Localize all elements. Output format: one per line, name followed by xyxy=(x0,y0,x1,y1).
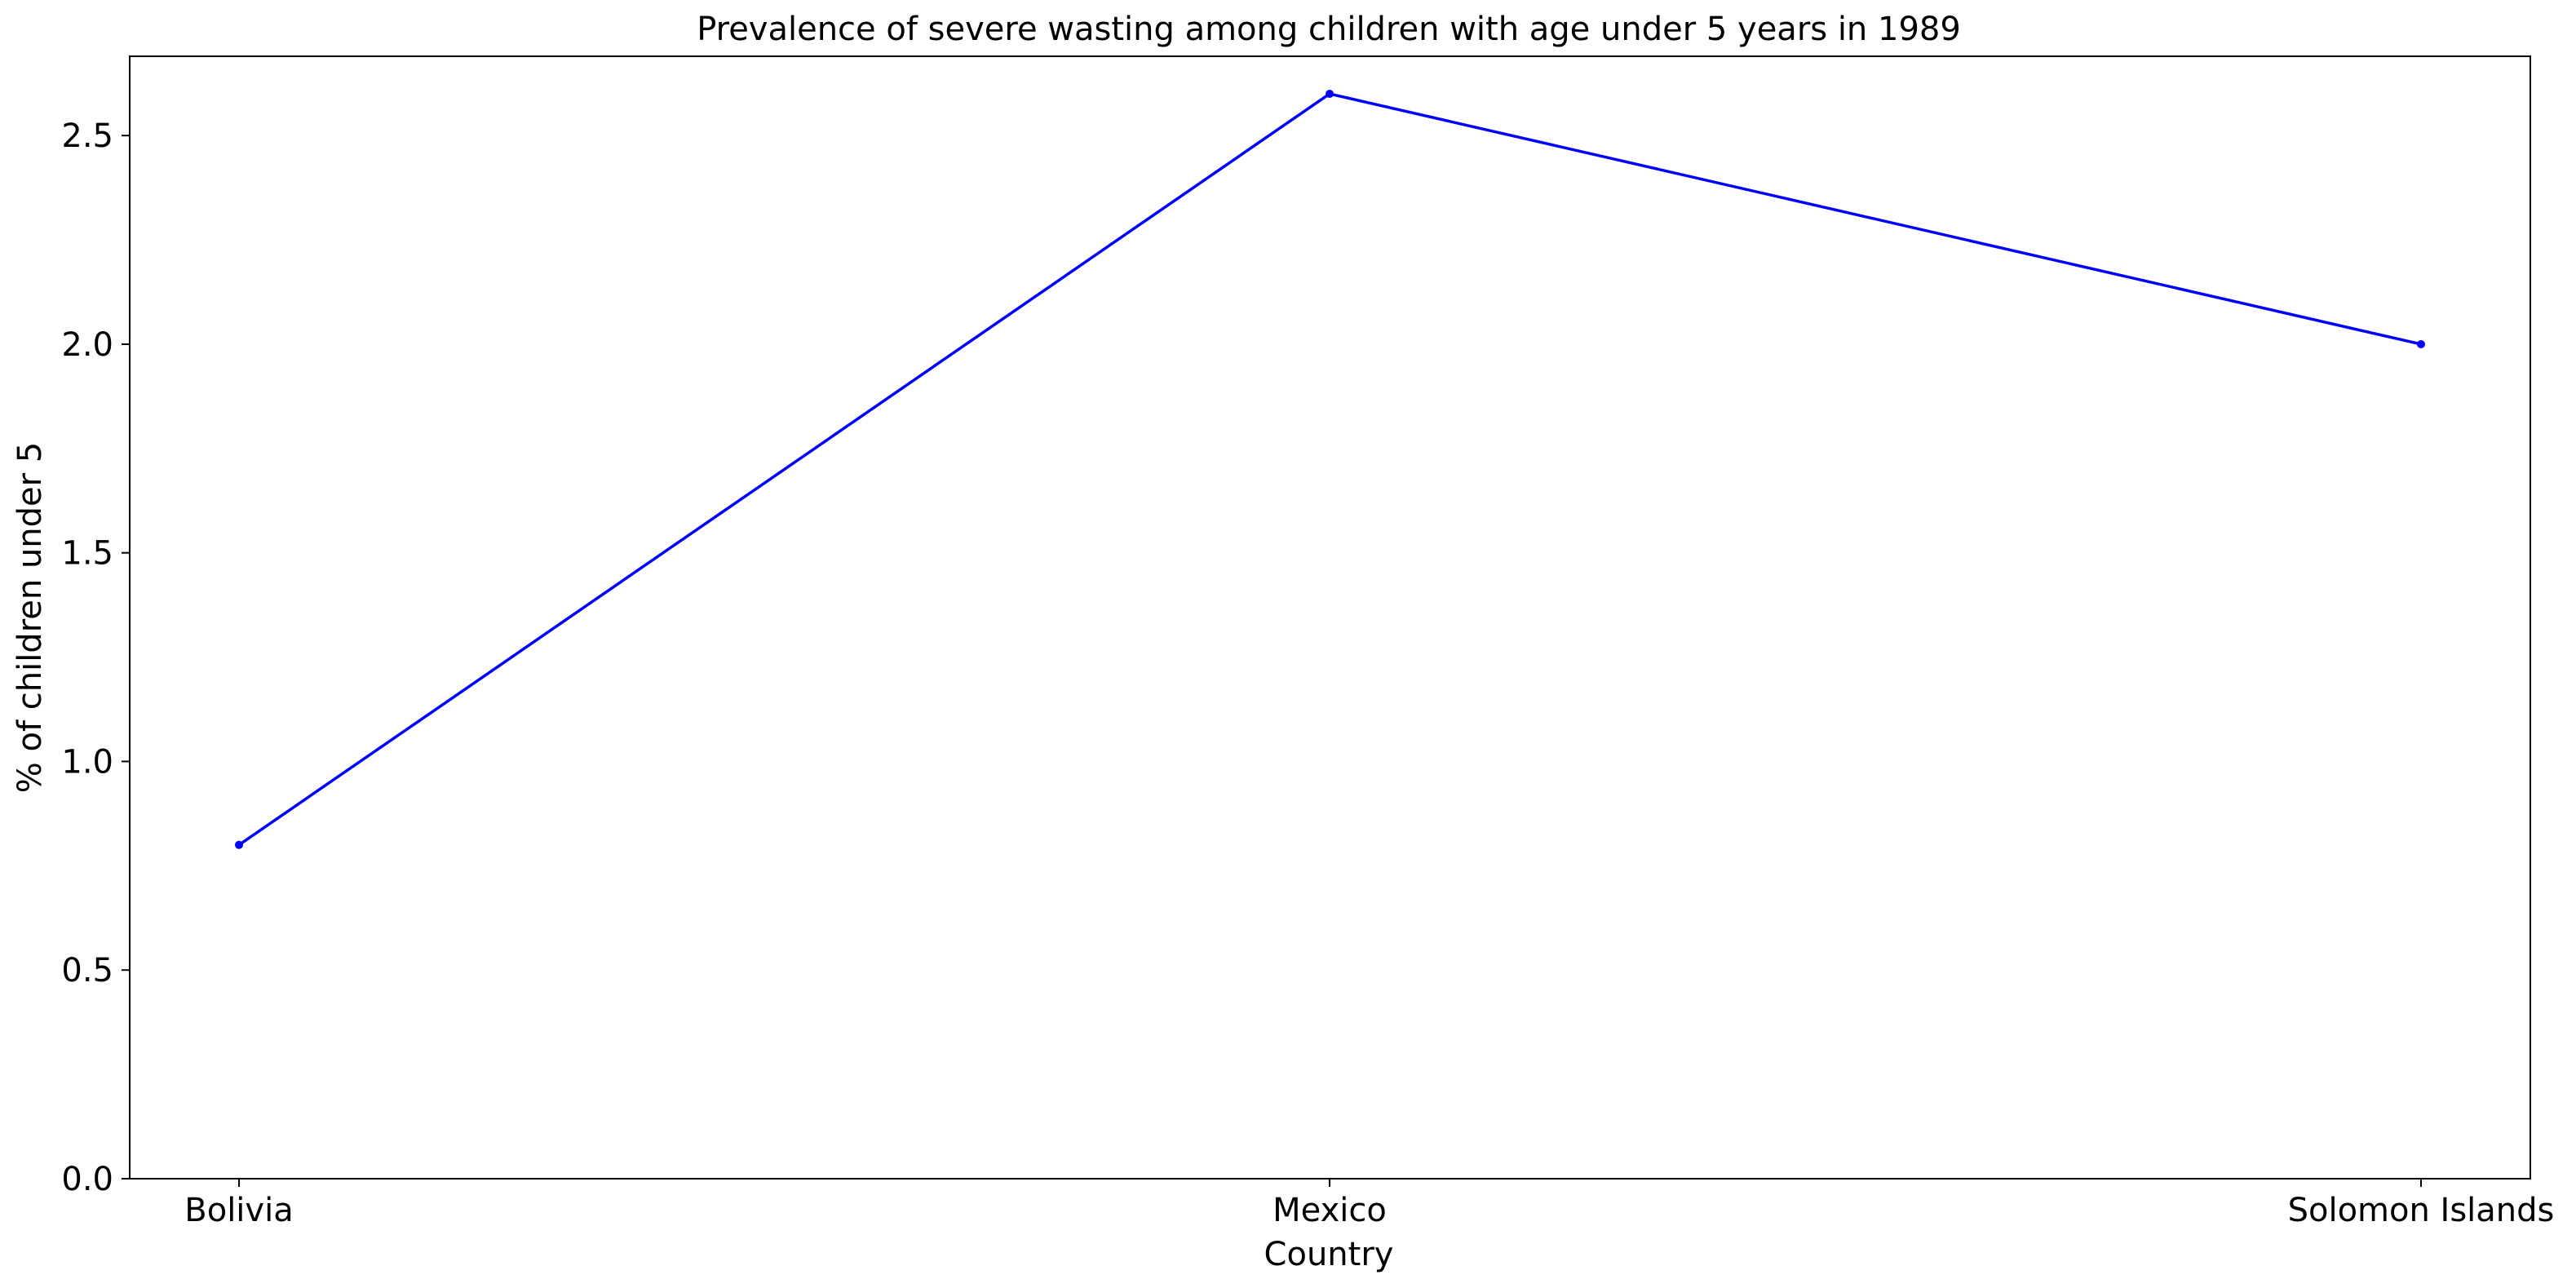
plot-area-frame xyxy=(129,55,2531,1180)
data-point xyxy=(235,840,243,849)
x-axis: Bolivia Mexico Solomon Islands xyxy=(184,1179,2554,1229)
y-axis: 0.0 0.5 1.0 1.5 2.0 2.5 xyxy=(61,117,130,1198)
y-tick-label: 1.0 xyxy=(61,743,113,781)
data-point xyxy=(1326,90,1334,99)
y-tick-label: 2.0 xyxy=(61,326,113,364)
series-layer xyxy=(235,90,2425,849)
data-point xyxy=(2417,339,2425,348)
y-tick-label: 1.5 xyxy=(61,535,113,573)
x-tick-label: Mexico xyxy=(1273,1192,1387,1229)
y-axis-label: % of children under 5 xyxy=(11,442,49,794)
y-tick-label: 0.0 xyxy=(61,1161,113,1198)
series-line xyxy=(238,92,2422,847)
y-tick-label: 0.5 xyxy=(61,952,113,989)
x-tick-label: Solomon Islands xyxy=(2288,1192,2555,1229)
chart-title: Prevalence of severe wasting among child… xyxy=(697,11,1961,48)
x-tick-label: Bolivia xyxy=(184,1192,293,1229)
y-tick-label: 2.5 xyxy=(61,117,113,155)
x-axis-label: Country xyxy=(1264,1236,1394,1273)
